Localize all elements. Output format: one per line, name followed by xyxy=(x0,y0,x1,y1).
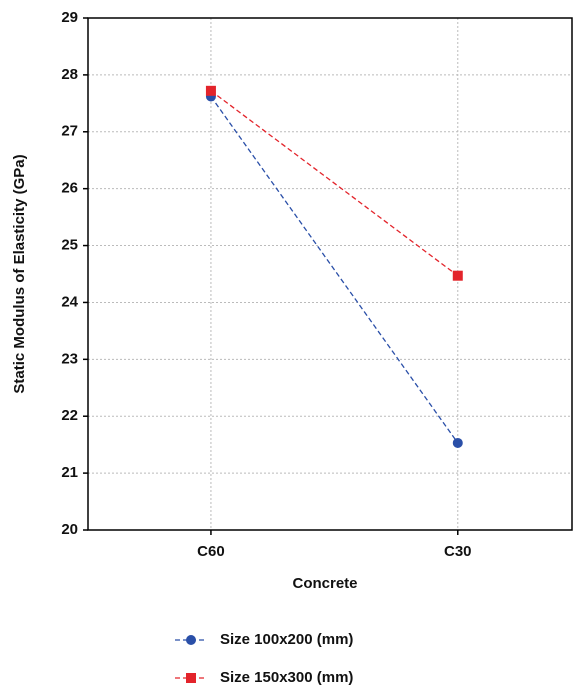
data-point xyxy=(452,270,463,281)
y-tick-label: 23 xyxy=(61,350,78,367)
legend-label: Size 100x200 (mm) xyxy=(220,631,353,648)
legend-marker xyxy=(186,673,196,683)
legend-label: Size 150x300 (mm) xyxy=(220,669,353,686)
series-line xyxy=(210,96,459,444)
series-line xyxy=(210,90,459,277)
y-tick-label: 25 xyxy=(61,237,78,254)
y-tick-label: 21 xyxy=(61,464,78,481)
x-tick-label: C60 xyxy=(197,543,225,560)
y-axis-label: Static Modulus of Elasticity (GPa) xyxy=(11,154,28,393)
y-tick-label: 28 xyxy=(61,66,78,83)
y-tick-label: 29 xyxy=(61,9,78,26)
plot-frame xyxy=(87,17,573,531)
y-tick-label: 26 xyxy=(61,180,78,197)
x-axis-label: Concrete xyxy=(292,575,357,592)
x-tick-label: C30 xyxy=(444,543,472,560)
y-tick-label: 20 xyxy=(61,521,78,538)
data-point xyxy=(205,85,216,96)
y-tick-label: 24 xyxy=(61,293,78,310)
y-tick-label: 27 xyxy=(61,123,78,140)
legend-marker xyxy=(186,635,196,645)
y-tick-label: 22 xyxy=(61,407,78,424)
data-point xyxy=(452,437,463,448)
